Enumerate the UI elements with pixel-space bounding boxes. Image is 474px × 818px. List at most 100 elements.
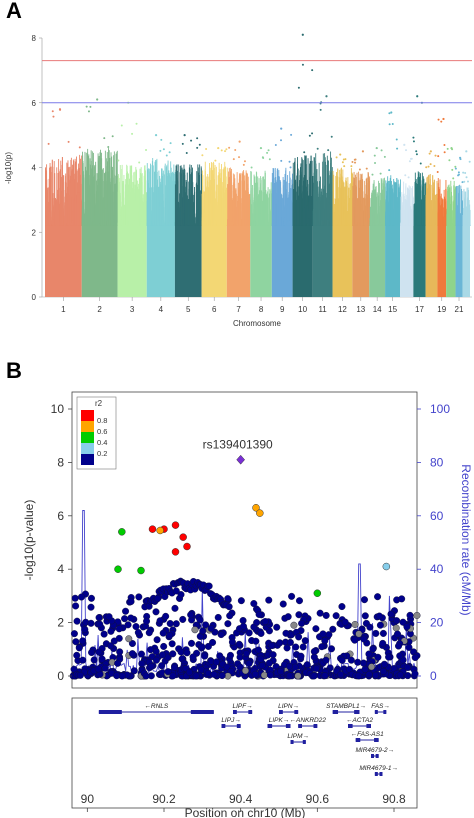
snp-point [355,197,357,226]
snp-point [351,160,354,163]
snp-point [335,156,338,159]
snp-point [220,182,222,226]
snp-point [344,158,347,161]
manhattan-y-tick-label: 6 [32,99,37,108]
snp-point [112,191,113,226]
snp-point [373,223,375,226]
snp-point [235,189,237,226]
snp-point [183,224,185,226]
snp-point [71,211,73,226]
snp-point [99,178,101,226]
snp-point [250,222,252,226]
snp-point [155,225,157,226]
snp-point [140,172,142,226]
snp-point [205,147,208,150]
snp-point [104,150,106,226]
snp-point [197,195,199,226]
snp-point [204,179,206,226]
snp-point [147,202,149,226]
chromosome-dense-band [369,225,386,297]
snp-point [106,172,108,226]
snp-point [195,183,197,226]
snp-point [343,220,345,226]
snp-point [315,208,317,226]
snp-point [243,172,245,226]
snp-point [90,221,92,226]
snp-point [236,209,238,226]
manhattan-y-tick-label: 8 [32,34,37,43]
snp-point [258,199,260,226]
snp-point [55,199,57,226]
snp-point [104,208,106,226]
snp-point [225,212,227,226]
snp-point [236,172,238,226]
top-snp-point [325,95,328,98]
snp-point [185,195,187,226]
snp-point [67,140,70,143]
snp-point [192,182,194,226]
chromosome-7-band [226,140,251,297]
snp-point [268,221,270,226]
snp-point [329,192,331,226]
snp-point [242,163,245,166]
snp-point [310,219,312,226]
snp-point [135,217,137,226]
snp-point [347,224,349,226]
snp-point [266,193,267,226]
snp-point [260,184,262,226]
snp-point [161,169,163,226]
snp-point [384,209,386,226]
snp-point [253,219,255,226]
snp-point [365,167,368,170]
snp-point [303,180,305,226]
snp-point [61,190,63,226]
chromosome-4-band [146,134,176,297]
snp-point [54,212,56,226]
snp-point [281,217,283,226]
snp-point [136,205,138,226]
snp-point [267,197,269,226]
snp-point [173,182,175,226]
snp-point [272,224,274,226]
snp-point [60,164,62,226]
snp-point [377,215,379,226]
snp-point [51,159,53,226]
snp-point [65,203,67,226]
snp-point [310,155,312,226]
snp-point [75,203,77,226]
snp-point [196,137,199,140]
snp-point [380,200,382,226]
snp-point [342,181,344,226]
snp-point [98,155,100,226]
snp-point [335,175,337,226]
snp-point [224,214,226,226]
snp-point [116,210,118,226]
chromosome-dense-band [292,225,313,297]
snp-point [338,198,340,226]
snp-point [342,224,344,226]
snp-point [252,199,254,226]
snp-point [87,224,89,226]
snp-point [283,193,285,226]
snp-point [327,149,330,152]
snp-point [58,159,60,226]
snp-point [203,222,205,226]
snp-point [283,223,285,226]
snp-point [367,172,369,226]
snp-point [200,206,202,226]
snp-point [363,202,365,226]
snp-point [223,192,225,226]
snp-point [281,197,283,226]
snp-point [348,197,350,226]
snp-point [159,183,161,226]
snp-point [198,172,200,226]
snp-point [135,122,138,125]
snp-point [131,189,133,226]
snp-point [276,184,278,226]
snp-point [103,203,105,226]
snp-point [232,158,235,161]
chromosome-11-band [312,95,334,297]
snp-point [374,190,375,226]
snp-point [179,207,181,226]
